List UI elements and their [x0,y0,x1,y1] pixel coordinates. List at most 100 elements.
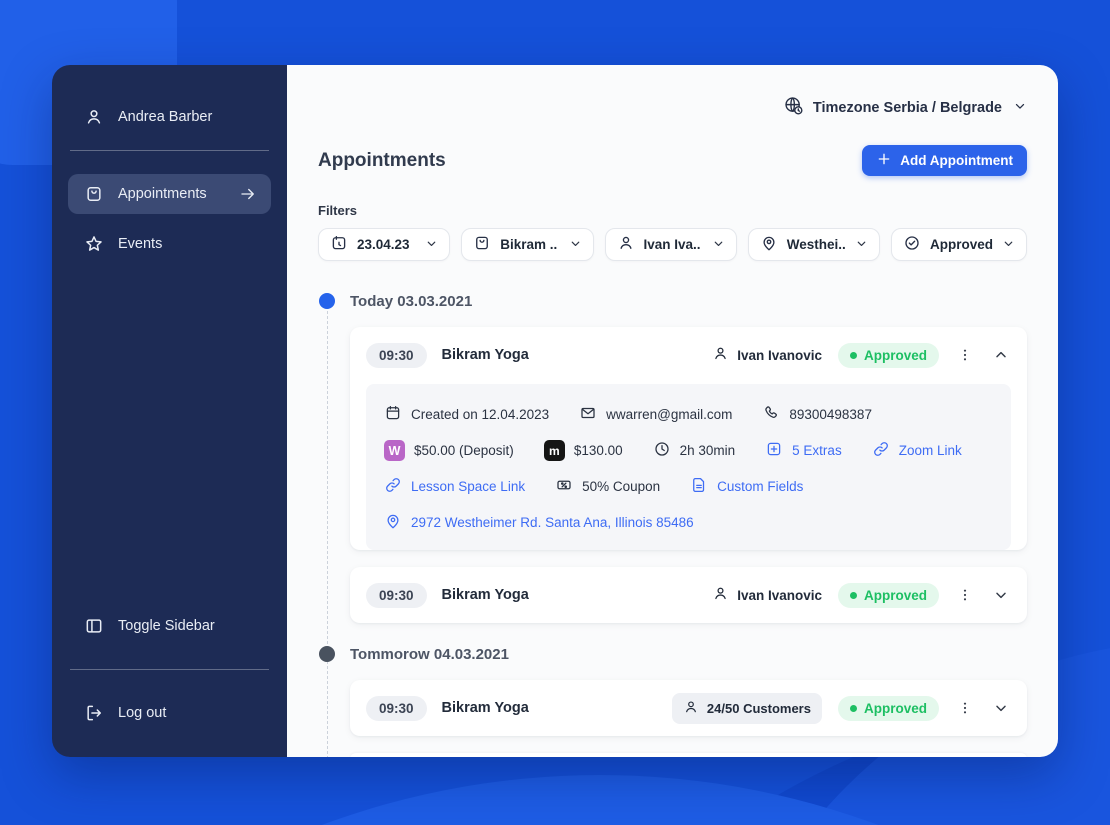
coupon-icon [555,476,573,497]
filter-location[interactable]: Westhei.. [747,228,880,261]
customer-name: Ivan Ivanovic [712,345,822,365]
customer-email-label: wwarren@gmail.com [606,407,733,422]
chevron-down-icon [425,237,438,253]
filter-value: Approved [930,237,994,252]
filter-value: Westhei.. [786,237,846,252]
logout-icon [84,703,104,723]
duration-label: 2h 30min [679,443,736,458]
appointment-title: Bikram Yoga [441,700,529,716]
appointment-card-header[interactable]: 09:30 Bikram Yoga Ivan Ivanovic Approved [350,567,1027,623]
custom-fields-label: Custom Fields [717,479,804,494]
appointment-card-header[interactable]: 09:30 Bikram Yoga Ivan Ivanovic Approved [350,327,1027,383]
kebab-menu-button[interactable] [955,585,975,605]
status-label: Approved [863,587,927,603]
logout-button[interactable]: Log out [68,693,271,733]
customers-count-badge: 24/50 Customers [671,692,822,724]
expand-button[interactable] [991,698,1011,718]
appointment-title: Bikram Yoga [441,347,529,363]
status-dot [849,591,857,599]
detail-row: Lesson Space Link 50% Coupon [384,476,993,497]
sidebar-spacer [68,264,271,606]
toggle-sidebar-button[interactable]: Toggle Sidebar [68,606,271,646]
extras-link[interactable]: 5 Extras [765,440,842,461]
timeline-dot-today [319,293,335,309]
main-content: Timezone Serbia / Belgrade Appointments … [287,65,1058,757]
timezone-selector[interactable]: Timezone Serbia / Belgrade [783,95,1027,120]
deposit-amount: W $50.00 (Deposit) [384,440,514,461]
logout-label: Log out [118,705,167,721]
zoom-link-label: Zoom Link [898,443,962,458]
sidebar: Andrea Barber Appointments Events [52,65,287,757]
extras-plus-icon [765,440,783,461]
globe-clock-icon [783,95,804,120]
time-badge: 09:30 [366,342,427,368]
link-icon [384,476,402,497]
person-icon [712,585,729,605]
appointments-timeline: Today 03.03.2021 09:30 Bikram Yoga Ivan … [318,290,1027,757]
appointment-card: 09:30 Bikram Yoga 24/50 Customers Approv… [350,680,1027,736]
expand-button[interactable] [991,585,1011,605]
mail-icon [579,404,597,425]
page-title: Appointments [318,149,446,171]
status-label: Approved [863,700,927,716]
chevron-down-icon [1013,99,1027,117]
section-title: Today 03.03.2021 [350,292,473,310]
filter-status[interactable]: Approved [891,228,1028,261]
coupon-label: 50% Coupon [582,479,661,494]
filter-service[interactable]: Bikram .. [461,228,594,261]
chevron-down-icon [1002,237,1015,253]
customers-count-label: 24/50 Customers [706,700,811,716]
lesson-space-label: Lesson Space Link [411,479,526,494]
custom-fields-link[interactable]: Custom Fields [690,476,803,497]
filter-employee[interactable]: Ivan Iva.. [604,228,737,261]
add-appointment-button[interactable]: Add Appointment [862,145,1027,176]
plus-icon [876,151,892,170]
address-label: 2972 Westheimer Rd. Santa Ana, Illinois … [411,515,694,530]
sidebar-item-events[interactable]: Events [68,224,271,264]
address-link[interactable]: 2972 Westheimer Rd. Santa Ana, Illinois … [384,512,694,533]
customer-name: Ivan Ivanovic [712,585,822,605]
clock-icon [653,440,671,461]
card-header-right: Ivan Ivanovic Approved [712,582,1011,608]
created-date: Created on 12.04.2023 [384,404,549,425]
appointments-icon [84,184,104,204]
app-window: Andrea Barber Appointments Events [52,65,1058,757]
kebab-menu-button[interactable] [955,345,975,365]
kebab-menu-button[interactable] [955,698,975,718]
sidebar-item-label: Events [118,236,163,252]
collapse-button[interactable] [991,345,1011,365]
status-dot [849,351,857,359]
chevron-down-icon [855,237,868,253]
card-header-right: 24/50 Customers Approved [671,692,1011,724]
user-profile[interactable]: Andrea Barber [68,107,271,127]
topbar: Timezone Serbia / Belgrade [318,95,1027,120]
sidebar-item-appointments[interactable]: Appointments [68,174,271,214]
person-icon [712,345,729,365]
zoom-link[interactable]: Zoom Link [872,440,962,461]
card-header-right: Ivan Ivanovic Approved [712,342,1011,368]
filter-value: Ivan Iva.. [643,237,701,252]
extras-label: 5 Extras [792,443,842,458]
status-label: Approved [863,347,927,363]
customer-name-label: Ivan Ivanovic [737,587,822,603]
customer-phone-label: 89300498387 [789,407,872,422]
sidebar-toggle-icon [84,616,104,636]
customer-email: wwarren@gmail.com [579,404,732,425]
calendar-icon [384,404,402,425]
filter-date[interactable]: 23.04.23 [318,228,451,261]
timeline-dot-tomorrow [319,646,335,662]
link-icon [872,440,890,461]
lesson-space-link[interactable]: Lesson Space Link [384,476,525,497]
detail-row: Created on 12.04.2023 wwarren@gmail.com [384,404,993,425]
woocommerce-icon: W [384,440,405,461]
mollie-icon: m [543,440,565,461]
customer-phone: 89300498387 [762,404,872,425]
phone-icon [762,404,780,425]
appointment-title: Bikram Yoga [441,587,529,603]
timezone-label: Timezone Serbia / Belgrade [812,99,1002,116]
deposit-label: $50.00 (Deposit) [414,443,514,458]
price-amount: m $130.00 [543,440,623,461]
user-icon [84,107,104,127]
appointment-card-header[interactable]: 09:30 Bikram Yoga 24/50 Customers Approv… [350,680,1027,736]
user-name: Andrea Barber [118,109,213,125]
